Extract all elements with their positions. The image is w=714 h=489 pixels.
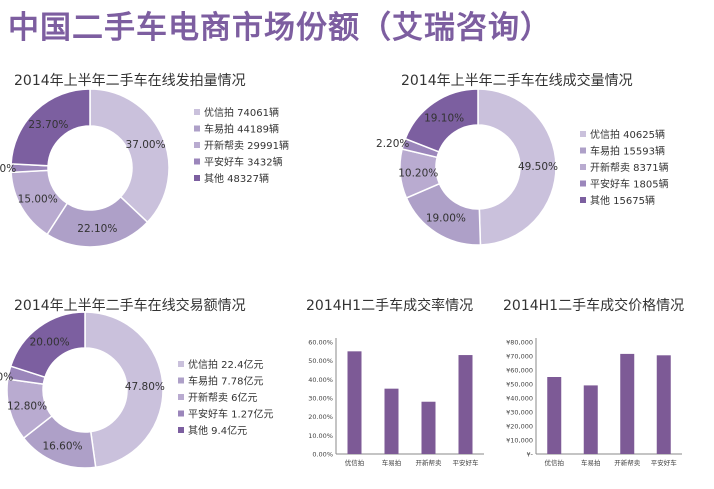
slice-percent-label: 2.80% [0, 372, 13, 384]
legend-swatch [580, 197, 586, 203]
bar [347, 351, 362, 454]
donut-slice [89, 88, 170, 224]
legend-swatch [580, 147, 586, 154]
bar [656, 355, 671, 454]
y-tick-label: 60.00% [308, 339, 333, 347]
x-tick-label: 平安好车 [453, 458, 480, 467]
legend-swatch [178, 377, 184, 384]
legend-label: 优信拍 40625辆 [590, 128, 665, 141]
chart-title-listings: 2014年上半年二手车在线发拍量情况 [14, 73, 246, 89]
legend-swatch [580, 131, 586, 137]
x-tick-label: 车易拍 [382, 458, 402, 467]
legend-swatch [194, 125, 200, 132]
bar [547, 377, 562, 454]
chart-title-deals: 2014年上半年二手车在线成交量情况 [401, 73, 633, 89]
x-tick-label: 车易拍 [581, 458, 601, 467]
x-tick-label: 优信拍 [545, 458, 565, 467]
deals-donut-chart: 49.50% 19.00% 10.20% 2.20% 19.10% 优信拍 40625辆车… [376, 88, 669, 246]
y-tick-label: 20.00% [308, 413, 333, 421]
legend-label: 其他 9.4亿元 [188, 424, 247, 437]
legend-swatch [580, 164, 586, 170]
legend-label: 开新帮卖 29991辆 [204, 139, 289, 152]
y-tick-label: 0.00% [312, 451, 333, 459]
y-tick-label: ¥80,000 [506, 339, 533, 347]
donut-slice [9, 311, 86, 379]
slice-percent-label: 47.80% [125, 381, 165, 393]
y-tick-label: ¥20,000 [506, 423, 533, 431]
y-tick-label: ¥10,000 [506, 437, 533, 445]
slice-percent-label: 2.20% [376, 138, 409, 150]
legend-label: 开新帮卖 6亿元 [188, 391, 258, 404]
legend-swatch [178, 410, 184, 417]
slice-percent-label: 37.00% [126, 139, 166, 151]
y-tick-label: ¥60,000 [506, 367, 533, 375]
y-tick-label: ¥- [527, 451, 534, 459]
y-tick-label: ¥40,000 [506, 395, 533, 403]
slice-percent-label: 49.50% [518, 161, 558, 173]
y-tick-label: 10.00% [308, 432, 333, 440]
legend-swatch [580, 180, 586, 187]
legend-label: 车易拍 44189辆 [204, 123, 279, 136]
x-tick-label: 开新帮卖 [614, 458, 641, 467]
legend-swatch [194, 175, 200, 181]
turnover-donut-chart: 47.80% 16.60% 12.80% 2.80% 20.00% 优信拍 22.4亿元车… [0, 311, 273, 469]
bar [458, 355, 473, 454]
bar [583, 385, 598, 454]
slice-percent-label: 20.00% [30, 337, 70, 349]
legend-swatch [194, 158, 200, 165]
slice-percent-label: 19.10% [424, 112, 464, 124]
slice-percent-label: 12.80% [7, 401, 47, 413]
legend-swatch [178, 361, 184, 367]
legend-label: 优信拍 22.4亿元 [188, 358, 263, 371]
x-tick-label: 开新帮卖 [416, 458, 443, 467]
legend-label: 车易拍 7.78亿元 [188, 375, 263, 388]
y-tick-label: 50.00% [308, 357, 333, 365]
slice-percent-label: 22.10% [77, 223, 117, 235]
legend-swatch [194, 142, 200, 148]
y-tick-label: ¥30,000 [506, 409, 533, 417]
chart-title-deal-rate: 2014H1二手车成交率情况 [306, 298, 474, 314]
legend-swatch [194, 109, 200, 115]
y-tick-label: 30.00% [308, 395, 333, 403]
y-tick-label: 40.00% [308, 376, 333, 384]
legend-label: 开新帮卖 8371辆 [590, 161, 669, 174]
page-title: 中国二手车电商市场份额（艾瑞咨询） [8, 10, 552, 46]
slice-percent-label: 23.70% [28, 119, 68, 131]
donut-slice [404, 88, 479, 153]
legend-swatch [178, 427, 184, 433]
slice-percent-label: 2.20% [0, 163, 16, 175]
bar [421, 401, 436, 454]
donut-slice [10, 88, 91, 167]
slice-percent-label: 15.00% [18, 193, 58, 205]
chart-title-turnover: 2014年上半年二手车在线交易额情况 [14, 298, 246, 314]
legend-label: 优信拍 74061辆 [204, 106, 279, 119]
x-tick-label: 平安好车 [651, 458, 678, 467]
legend-label: 平安好车 1805辆 [590, 178, 669, 191]
chart-title-deal-price: 2014H1二手车成交价格情况 [503, 298, 685, 314]
legend-label: 平安好车 3432辆 [204, 156, 283, 169]
legend-swatch [178, 394, 184, 400]
slice-percent-label: 10.20% [398, 167, 438, 179]
y-tick-label: ¥50,000 [506, 381, 533, 389]
legend-label: 车易拍 15593辆 [590, 145, 665, 158]
donut-slice [84, 311, 164, 469]
legend-label: 其他 15675辆 [590, 194, 655, 207]
bar [620, 353, 635, 454]
y-tick-label: ¥70,000 [506, 353, 533, 361]
x-tick-label: 优信拍 [345, 458, 365, 467]
legend-label: 其他 48327辆 [204, 172, 269, 185]
slice-percent-label: 19.00% [426, 213, 466, 225]
bar [384, 388, 399, 454]
deal-price-bar-chart: ¥- ¥10,000 ¥20,000 ¥30,000 ¥40,000 ¥50,000 ¥60… [506, 338, 682, 467]
legend-label: 平安好车 1.27亿元 [188, 408, 273, 421]
listings-donut-chart: 37.00% 22.10% 15.00% 2.20% 23.70% 优信拍 74061辆车… [0, 88, 289, 248]
deal-rate-bar-chart: 0.00% 10.00% 20.00% 30.00% 40.00% 50.00% 60.00… [308, 338, 484, 467]
donut-slice [477, 88, 557, 246]
slice-percent-label: 16.60% [42, 441, 82, 453]
